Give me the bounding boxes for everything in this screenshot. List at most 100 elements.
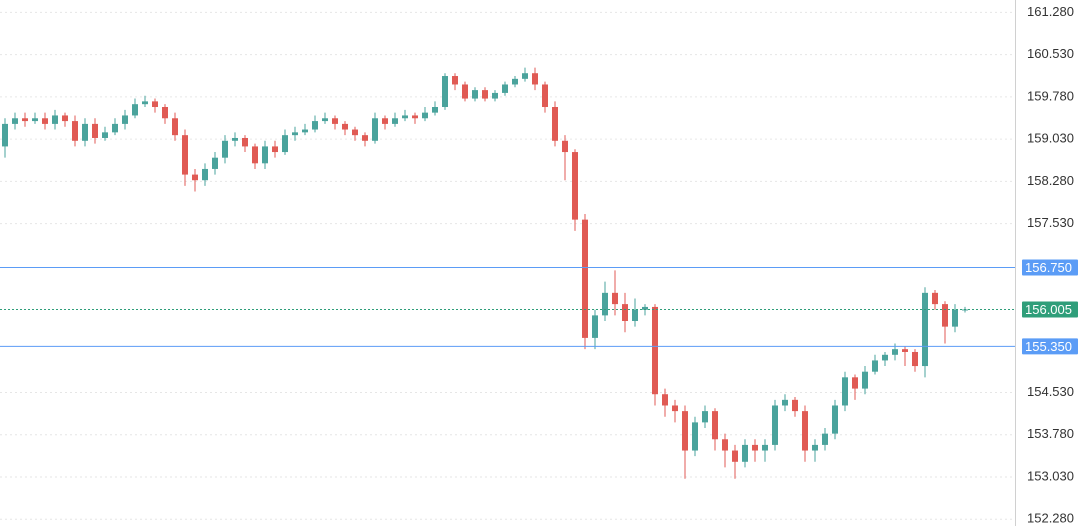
y-tick-label: 152.280 xyxy=(1027,511,1074,526)
candle-body xyxy=(382,118,388,124)
candle-body xyxy=(772,405,778,445)
candle-body xyxy=(542,84,548,108)
candle-body xyxy=(652,306,658,395)
candle-body xyxy=(172,118,178,136)
candle-body xyxy=(392,118,398,124)
candle-body xyxy=(782,399,788,406)
candle-body xyxy=(102,132,108,138)
candle-body xyxy=(802,411,808,451)
candle-body xyxy=(182,135,188,175)
candle-body xyxy=(552,107,558,141)
candle-body xyxy=(522,73,528,79)
candle-body xyxy=(892,349,898,355)
candle-body xyxy=(722,439,728,451)
candle-body xyxy=(332,118,338,124)
candle-body xyxy=(592,315,598,338)
candle-body xyxy=(202,168,208,181)
candle-body xyxy=(302,129,308,133)
candle-body xyxy=(362,135,368,141)
candle-body xyxy=(132,104,138,116)
candle-body xyxy=(602,292,608,316)
candle-body xyxy=(752,444,758,451)
candle-body xyxy=(572,152,578,220)
candle-body xyxy=(242,137,248,147)
candle-body xyxy=(152,101,158,108)
y-tick-label: 161.280 xyxy=(1027,4,1074,19)
candle-body xyxy=(12,118,18,124)
candle-body xyxy=(862,371,868,389)
candle-body xyxy=(562,140,568,153)
candle-body xyxy=(292,132,298,136)
level-label-box xyxy=(1022,338,1078,355)
y-tick-label: 157.530 xyxy=(1027,215,1074,230)
candle-body xyxy=(452,76,458,85)
candle-body xyxy=(2,123,8,147)
candle-body xyxy=(712,411,718,440)
candle-body xyxy=(642,306,648,310)
candle-body xyxy=(92,123,98,138)
candle-body xyxy=(422,112,428,119)
candle-body xyxy=(322,118,328,122)
candle-body xyxy=(342,123,348,130)
candle-body xyxy=(42,118,48,124)
candle-body xyxy=(412,115,418,119)
y-tick-label: 159.030 xyxy=(1027,131,1074,146)
candle-body xyxy=(72,121,78,141)
candle-body xyxy=(832,405,838,434)
candle-body xyxy=(352,129,358,136)
candle-body xyxy=(882,354,888,361)
candle-body xyxy=(462,84,468,99)
level-label: 155.350 xyxy=(1025,339,1072,354)
candle-body xyxy=(532,73,538,85)
candle-body xyxy=(262,146,268,164)
candle-body xyxy=(612,292,618,305)
candle-body xyxy=(22,118,28,122)
candle-body xyxy=(682,411,688,451)
candle-body xyxy=(662,394,668,406)
y-tick-label: 160.530 xyxy=(1027,46,1074,61)
candle-body xyxy=(472,90,478,99)
candle-body xyxy=(32,118,38,122)
candle-body xyxy=(232,137,238,141)
candle-body xyxy=(632,309,638,322)
candle-body xyxy=(502,84,508,93)
y-tick-label: 153.030 xyxy=(1027,468,1074,483)
candle-body xyxy=(442,76,448,108)
candle-body xyxy=(932,292,938,305)
level-label: 156.005 xyxy=(1025,302,1072,317)
candle-body xyxy=(162,107,168,119)
candle-body xyxy=(112,123,118,133)
candle-body xyxy=(52,115,58,124)
candle-body xyxy=(842,377,848,406)
candle-body xyxy=(692,422,698,451)
candle-body xyxy=(732,450,738,462)
candle-body xyxy=(142,101,148,105)
candle-body xyxy=(212,157,218,169)
candle-body xyxy=(192,174,198,181)
candle-body xyxy=(312,121,318,130)
candle-body xyxy=(272,146,278,153)
level-label: 156.750 xyxy=(1025,260,1072,275)
candle-body xyxy=(672,405,678,412)
candle-body xyxy=(492,92,498,99)
candle-body xyxy=(702,411,708,423)
candle-body xyxy=(902,349,908,352)
candle-body xyxy=(222,140,228,158)
y-tick-label: 154.530 xyxy=(1027,384,1074,399)
candle-body xyxy=(922,292,928,367)
candle-body xyxy=(912,351,918,367)
candle-body xyxy=(402,115,408,119)
candle-body xyxy=(582,219,588,338)
candle-body xyxy=(952,309,958,327)
y-tick-label: 159.780 xyxy=(1027,88,1074,103)
candle-body xyxy=(822,433,828,445)
candle-body xyxy=(372,118,378,141)
level-label-box xyxy=(1022,259,1078,276)
candle-body xyxy=(742,444,748,462)
level-label-box xyxy=(1022,301,1078,318)
candle-body xyxy=(282,135,288,153)
candle-body xyxy=(622,304,628,322)
candle-body xyxy=(62,115,68,122)
